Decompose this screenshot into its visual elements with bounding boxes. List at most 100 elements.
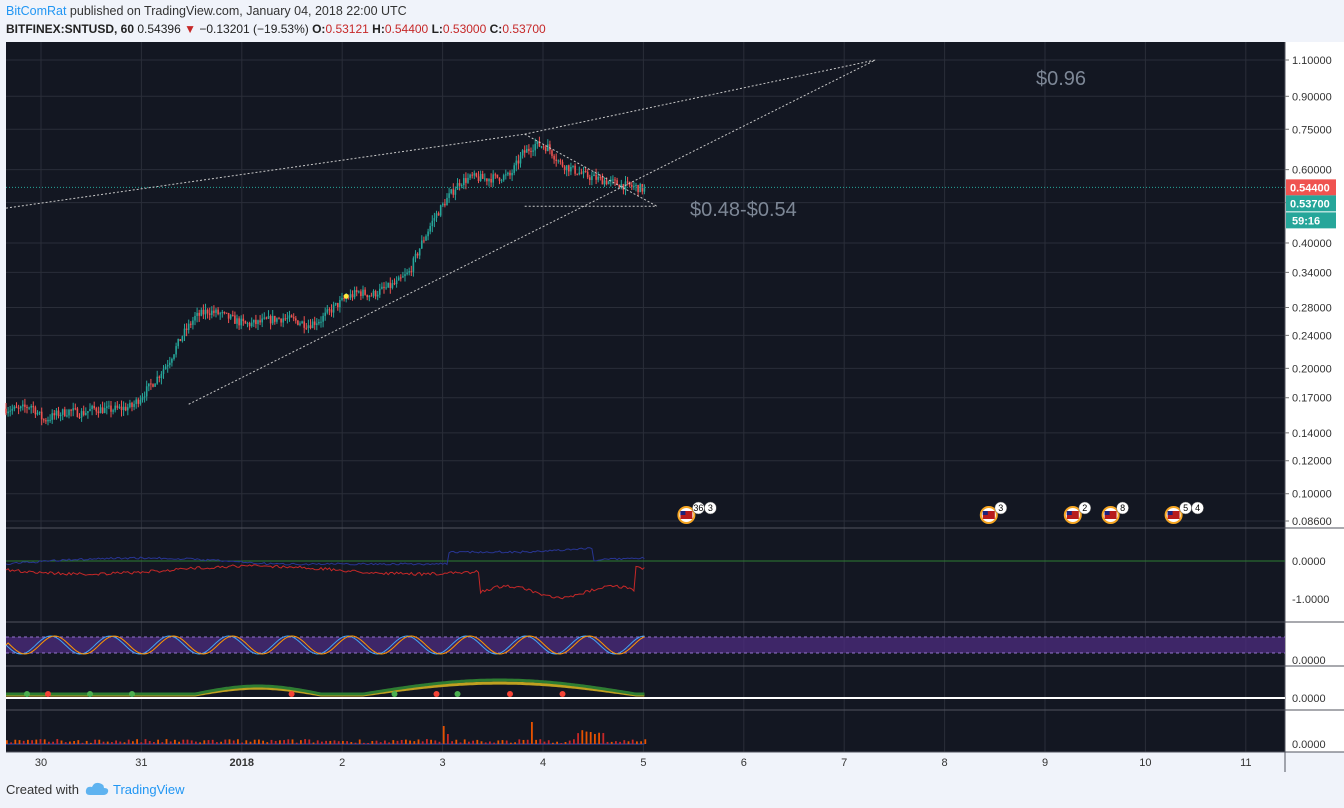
candle-body (227, 313, 230, 319)
candle-body (145, 386, 148, 397)
candle-body (328, 309, 331, 311)
volume-bar (501, 740, 504, 744)
candle-body (160, 373, 163, 378)
candle-body (355, 290, 358, 293)
volume-bar (535, 739, 537, 744)
volume-bar (552, 742, 554, 744)
candle-body (112, 410, 114, 412)
candle-body (423, 240, 425, 242)
volume-bar (388, 742, 390, 744)
candle-body (513, 165, 515, 173)
candle-body (536, 141, 539, 144)
trendline (188, 59, 876, 405)
y-tick-label: 0.75000 (1292, 124, 1332, 136)
volume-bar (472, 740, 474, 744)
candle-body (393, 283, 396, 285)
candle-body (448, 193, 450, 198)
author-link[interactable]: BitComRat (6, 4, 67, 18)
candle-body (15, 406, 18, 408)
candle-body (106, 406, 108, 408)
volume-bar (249, 741, 252, 744)
candle-body (91, 405, 93, 410)
volume-bar (253, 739, 256, 744)
candle-body (488, 178, 490, 182)
indicator-tick-label: -1.0000 (1292, 594, 1329, 606)
candle-body (523, 150, 526, 153)
volume-bar (531, 722, 533, 744)
candle-body (124, 406, 127, 411)
volume-bar (174, 739, 176, 744)
volume-bar (476, 739, 479, 744)
candle-body (181, 336, 184, 342)
candle-body (379, 288, 381, 295)
candle-body (626, 181, 629, 183)
candle-body (490, 178, 492, 183)
y-tick-label: 0.12000 (1292, 456, 1332, 468)
y-tick-label: 0.40000 (1292, 238, 1332, 250)
volume-bar (262, 740, 264, 744)
volume-bar (463, 739, 466, 744)
candle-body (326, 309, 329, 313)
tradingview-link[interactable]: TradingView (112, 782, 185, 797)
trendlines (5, 59, 1285, 405)
volume-bar (384, 740, 386, 744)
volume-bar (283, 740, 285, 744)
volume-bar (564, 742, 567, 744)
volume-bar (510, 742, 512, 744)
candle-body (74, 408, 77, 410)
candle-body (505, 174, 507, 176)
candle-body (559, 160, 562, 162)
volume-bar (484, 742, 487, 744)
candle-body (28, 407, 30, 409)
candle-body (267, 316, 270, 319)
price-change: −0.13201 (−19.53%) (199, 22, 309, 36)
x-tick-label: 6 (741, 757, 747, 769)
x-tick-label: 11 (1240, 757, 1251, 769)
high-price-label: 0.54400 (1290, 182, 1330, 194)
price-axis[interactable]: 1.100000.900000.750000.600000.500000.400… (1285, 55, 1332, 751)
candle-body (605, 180, 608, 185)
candle-body (70, 409, 72, 411)
volume-bar (274, 740, 277, 744)
candle-body (61, 409, 64, 415)
candle-body (549, 144, 551, 151)
candle-body (465, 178, 467, 183)
candle-body (297, 320, 299, 325)
candle-body (385, 287, 387, 289)
candle-body (129, 402, 131, 408)
volume-bar (346, 741, 348, 744)
candle-body (406, 272, 408, 275)
candle-body (122, 406, 125, 411)
candle-body (255, 319, 257, 325)
candle-body (622, 184, 625, 190)
time-axis[interactable]: 30 31 2018 2 3 4 5 6 7 8 9 10 11 (35, 757, 1252, 769)
y-tick-label: 0.08600 (1292, 516, 1332, 528)
candle-body (519, 155, 522, 164)
candle-body (500, 180, 503, 182)
us-flag-stripes (1104, 511, 1117, 519)
candle-body (164, 366, 167, 370)
volume-bar (606, 741, 609, 744)
candle-body (437, 213, 440, 216)
volume-bar (43, 739, 46, 744)
candle-body (341, 297, 343, 300)
volume-bar (182, 739, 185, 744)
candle-body (347, 297, 350, 299)
volume-bar (115, 740, 117, 744)
volume-bar (102, 741, 105, 744)
candle-body (26, 406, 28, 409)
countdown-label: 59:16 (1292, 215, 1320, 227)
candle-body (494, 174, 497, 176)
candle-body (421, 240, 423, 249)
volume-bar (14, 739, 17, 744)
candle-body (139, 399, 142, 404)
candle-body (177, 339, 179, 347)
candle-body (616, 180, 618, 185)
volume-bar (31, 740, 33, 744)
candle-body (637, 184, 639, 193)
volume-bar (543, 741, 546, 744)
volume-bar (18, 740, 21, 744)
volume-bar (447, 734, 449, 744)
candle-body (320, 321, 322, 323)
